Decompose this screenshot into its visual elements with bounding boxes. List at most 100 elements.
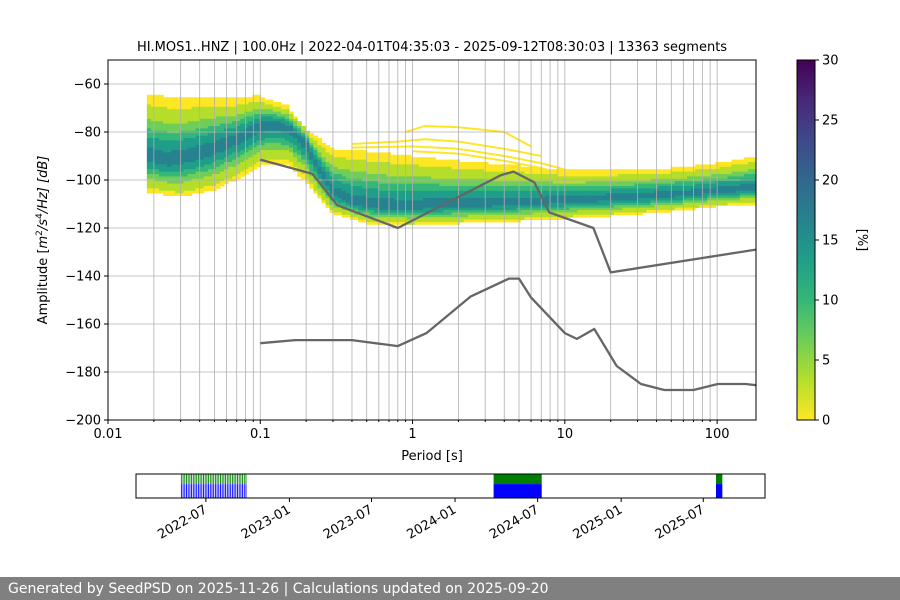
density-cell <box>199 154 205 158</box>
density-cell <box>232 138 237 141</box>
density-cell <box>719 202 725 206</box>
density-cell <box>423 183 428 187</box>
density-cell <box>459 164 465 168</box>
density-cell <box>459 217 465 220</box>
density-cell <box>390 162 396 165</box>
density-cell <box>374 186 379 189</box>
density-cell <box>248 159 254 163</box>
density-cell <box>483 169 489 172</box>
density-cell <box>280 121 286 124</box>
density-cell <box>248 99 254 103</box>
density-cell <box>248 145 254 148</box>
density-cell <box>532 214 538 218</box>
density-cell <box>427 200 432 204</box>
density-cell <box>487 190 493 194</box>
density-cell <box>203 164 209 168</box>
density-cell <box>341 162 347 165</box>
density-cell <box>443 210 448 213</box>
density-cell <box>276 142 282 146</box>
y-tick-label: −120 <box>65 222 101 237</box>
density-cell <box>475 171 481 175</box>
density-cell <box>175 176 180 180</box>
density-cell <box>634 193 639 196</box>
density-cell <box>313 154 319 158</box>
density-cell <box>695 169 700 172</box>
density-cell <box>605 181 611 184</box>
density-cell <box>630 212 635 216</box>
density-cell <box>504 205 509 208</box>
density-cell <box>146 94 152 98</box>
density-cell <box>463 188 469 192</box>
density-cell <box>496 186 501 189</box>
density-cell <box>557 198 562 201</box>
density-cell <box>293 169 298 172</box>
density-cell <box>747 176 753 180</box>
density-cell <box>195 104 201 108</box>
density-cell <box>146 102 152 105</box>
density-cell <box>617 190 623 194</box>
density-cell <box>187 111 193 115</box>
density-cell <box>504 217 509 220</box>
density-cell <box>159 123 164 127</box>
density-cell <box>370 181 375 184</box>
density-cell <box>463 169 469 172</box>
density-cell <box>512 176 518 180</box>
density-cell <box>264 135 270 139</box>
density-cell <box>751 181 756 184</box>
density-cell <box>475 195 481 199</box>
density-cell <box>431 200 436 204</box>
density-cell <box>548 195 554 199</box>
density-cell <box>508 212 513 216</box>
density-cell <box>293 118 298 122</box>
density-cell <box>183 138 189 141</box>
density-cell <box>207 183 213 187</box>
density-cell <box>508 169 513 172</box>
density-cell <box>167 166 172 170</box>
density-cell <box>358 169 363 172</box>
density-cell <box>353 190 359 194</box>
density-cell <box>353 205 359 208</box>
density-cell <box>739 176 745 180</box>
density-cell <box>589 198 595 201</box>
density-cell <box>508 186 513 189</box>
density-cell <box>345 157 351 160</box>
density-cell <box>179 193 185 196</box>
density-cell <box>565 212 570 216</box>
density-cell <box>272 121 278 124</box>
density-cell <box>337 207 343 211</box>
density-cell <box>731 190 737 194</box>
density-cell <box>715 198 721 201</box>
density-cell <box>723 164 729 168</box>
density-cell <box>150 166 156 170</box>
density-cell <box>183 109 189 112</box>
density-cell <box>532 217 538 220</box>
density-cell <box>439 198 444 201</box>
density-cell <box>199 126 205 129</box>
density-cell <box>439 202 444 206</box>
density-cell <box>199 128 205 132</box>
density-cell <box>743 164 749 168</box>
density-cell <box>479 190 485 194</box>
density-cell <box>362 152 367 156</box>
density-cell <box>695 186 700 189</box>
density-cell <box>471 198 477 201</box>
density-cell <box>366 164 371 168</box>
density-cell <box>203 97 209 100</box>
density-cell <box>601 176 607 180</box>
density-cell <box>159 109 164 112</box>
density-cell <box>479 162 485 165</box>
density-cell <box>195 174 201 177</box>
density-cell <box>183 181 189 184</box>
density-cell <box>662 207 668 211</box>
density-cell <box>536 200 542 204</box>
density-cell <box>487 205 493 208</box>
density-cell <box>240 164 245 168</box>
density-cell <box>674 190 680 194</box>
density-cell <box>431 166 436 170</box>
density-cell <box>544 176 550 180</box>
density-cell <box>487 202 493 206</box>
density-cell <box>508 183 513 187</box>
density-cell <box>175 135 180 139</box>
density-cell <box>601 169 607 172</box>
density-cell <box>743 198 749 201</box>
